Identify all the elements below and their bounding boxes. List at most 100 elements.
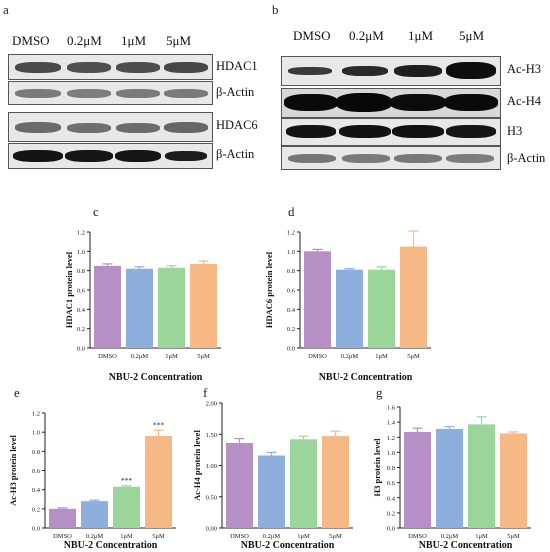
band — [394, 65, 442, 77]
y-axis-title: HDAC1 protein level — [64, 251, 74, 328]
bar-d-2 — [368, 269, 395, 348]
band — [67, 89, 111, 98]
band — [446, 62, 496, 79]
band — [115, 150, 161, 162]
band — [394, 154, 442, 163]
y-tick-label: 0.8 — [387, 465, 395, 472]
panel-b-lane-dmso: DMSO — [293, 28, 331, 43]
category-label: 0.2μM — [86, 533, 104, 540]
category-label: 1μM — [120, 533, 133, 540]
y-tick-label: 0.4 — [387, 495, 396, 502]
band — [286, 125, 336, 138]
label-h3: H3 — [507, 124, 523, 138]
y-tick-label: 0.0 — [77, 346, 85, 353]
bar-c-0 — [94, 265, 121, 348]
y-tick-label: 0.0 — [387, 526, 395, 533]
panel-b-lane-0-2um: 0.2μM — [349, 28, 384, 43]
category-label: 5μM — [329, 533, 342, 540]
chart-letter-f: f — [203, 385, 208, 400]
y-tick-label: 0.8 — [32, 449, 40, 456]
panel-a-lane-0-2um: 0.2μM — [67, 33, 102, 48]
band — [13, 150, 63, 162]
y-tick-label: 1.0 — [387, 450, 395, 457]
bar-c-3 — [190, 263, 217, 348]
label-beta-actin-1: β-Actin — [216, 85, 255, 99]
significance-label: *** — [153, 420, 165, 429]
band — [288, 67, 332, 75]
band — [164, 89, 208, 98]
band — [116, 123, 160, 133]
y-tick-label: 0.6 — [77, 288, 86, 295]
y-tick-label: 0.00 — [206, 526, 217, 533]
band — [67, 62, 111, 73]
label-ac-h4: Ac-H4 — [507, 94, 542, 108]
category-label: 1μM — [475, 533, 488, 540]
y-tick-label: 1.50 — [206, 432, 217, 439]
category-label: 5μM — [152, 533, 165, 540]
y-axis-title: HDAC6 protein level — [264, 251, 274, 328]
bar-g-1 — [436, 428, 463, 528]
y-tick-label: 1.0 — [287, 249, 295, 256]
band — [392, 125, 444, 138]
band — [339, 125, 391, 138]
y-tick-label: 1.6 — [387, 405, 396, 412]
bar-g-2 — [468, 424, 495, 528]
label-hdac1: HDAC1 — [216, 59, 258, 73]
band — [336, 93, 392, 112]
category-label: 0.2μM — [131, 353, 149, 360]
blot-beta-actin-1 — [8, 81, 213, 105]
y-tick-label: 1.00 — [206, 463, 217, 470]
category-label: DMSO — [53, 533, 72, 540]
category-label: 5μM — [507, 533, 520, 540]
y-tick-label: 1.0 — [77, 249, 85, 256]
y-tick-label: 0.4 — [77, 307, 86, 314]
y-tick-label: 1.2 — [287, 230, 295, 237]
label-ac-h3: Ac-H3 — [507, 62, 542, 76]
y-axis-title: Ac-H4 protein level — [192, 430, 202, 501]
blot-ac-h4 — [281, 88, 501, 118]
bar-e-0 — [49, 508, 76, 528]
chart-letter-c: c — [93, 204, 99, 219]
band — [342, 154, 390, 163]
y-tick-label: 1.2 — [77, 230, 85, 237]
y-tick-label: 0.2 — [32, 506, 40, 513]
chart-letter-e: e — [14, 385, 20, 400]
y-tick-label: 0.0 — [32, 526, 40, 533]
bar-f-3 — [322, 436, 349, 528]
band — [15, 89, 61, 98]
y-tick-label: 1.4 — [387, 420, 396, 427]
category-label: DMSO — [98, 353, 117, 360]
chart-letter-d: d — [288, 204, 295, 219]
bar-g-0 — [404, 431, 431, 528]
band — [15, 122, 61, 133]
band — [15, 62, 61, 73]
y-tick-label: 0.2 — [77, 326, 85, 333]
panel-b-lane-5um: 5μM — [459, 28, 485, 43]
category-label: 0.2μM — [341, 353, 359, 360]
y-tick-label: 0.50 — [206, 494, 217, 501]
blot-beta-actin-b — [281, 146, 501, 170]
significance-label: *** — [121, 476, 133, 485]
blot-beta-actin-2 — [8, 143, 213, 169]
band — [164, 122, 208, 133]
band — [165, 151, 207, 161]
band — [446, 154, 494, 163]
bar-c-2 — [158, 267, 185, 348]
y-tick-label: 0.8 — [77, 268, 85, 275]
bar-d-1 — [336, 269, 363, 348]
band — [284, 94, 338, 111]
bar-f-1 — [258, 455, 285, 528]
panel-a-lane-dmso: DMSO — [12, 33, 50, 48]
band — [444, 94, 498, 111]
band — [342, 66, 388, 76]
y-tick-label: 0.4 — [287, 307, 296, 314]
band — [164, 62, 208, 73]
y-axis-title: H3 protein level — [372, 438, 382, 497]
bar-e-2 — [113, 486, 140, 528]
y-tick-label: 2.00 — [206, 401, 217, 408]
x-axis-title: NBU-2 Concentration — [419, 540, 513, 551]
band — [288, 154, 336, 163]
category-label: 0.2μM — [263, 533, 281, 540]
y-tick-label: 0.8 — [287, 268, 295, 275]
